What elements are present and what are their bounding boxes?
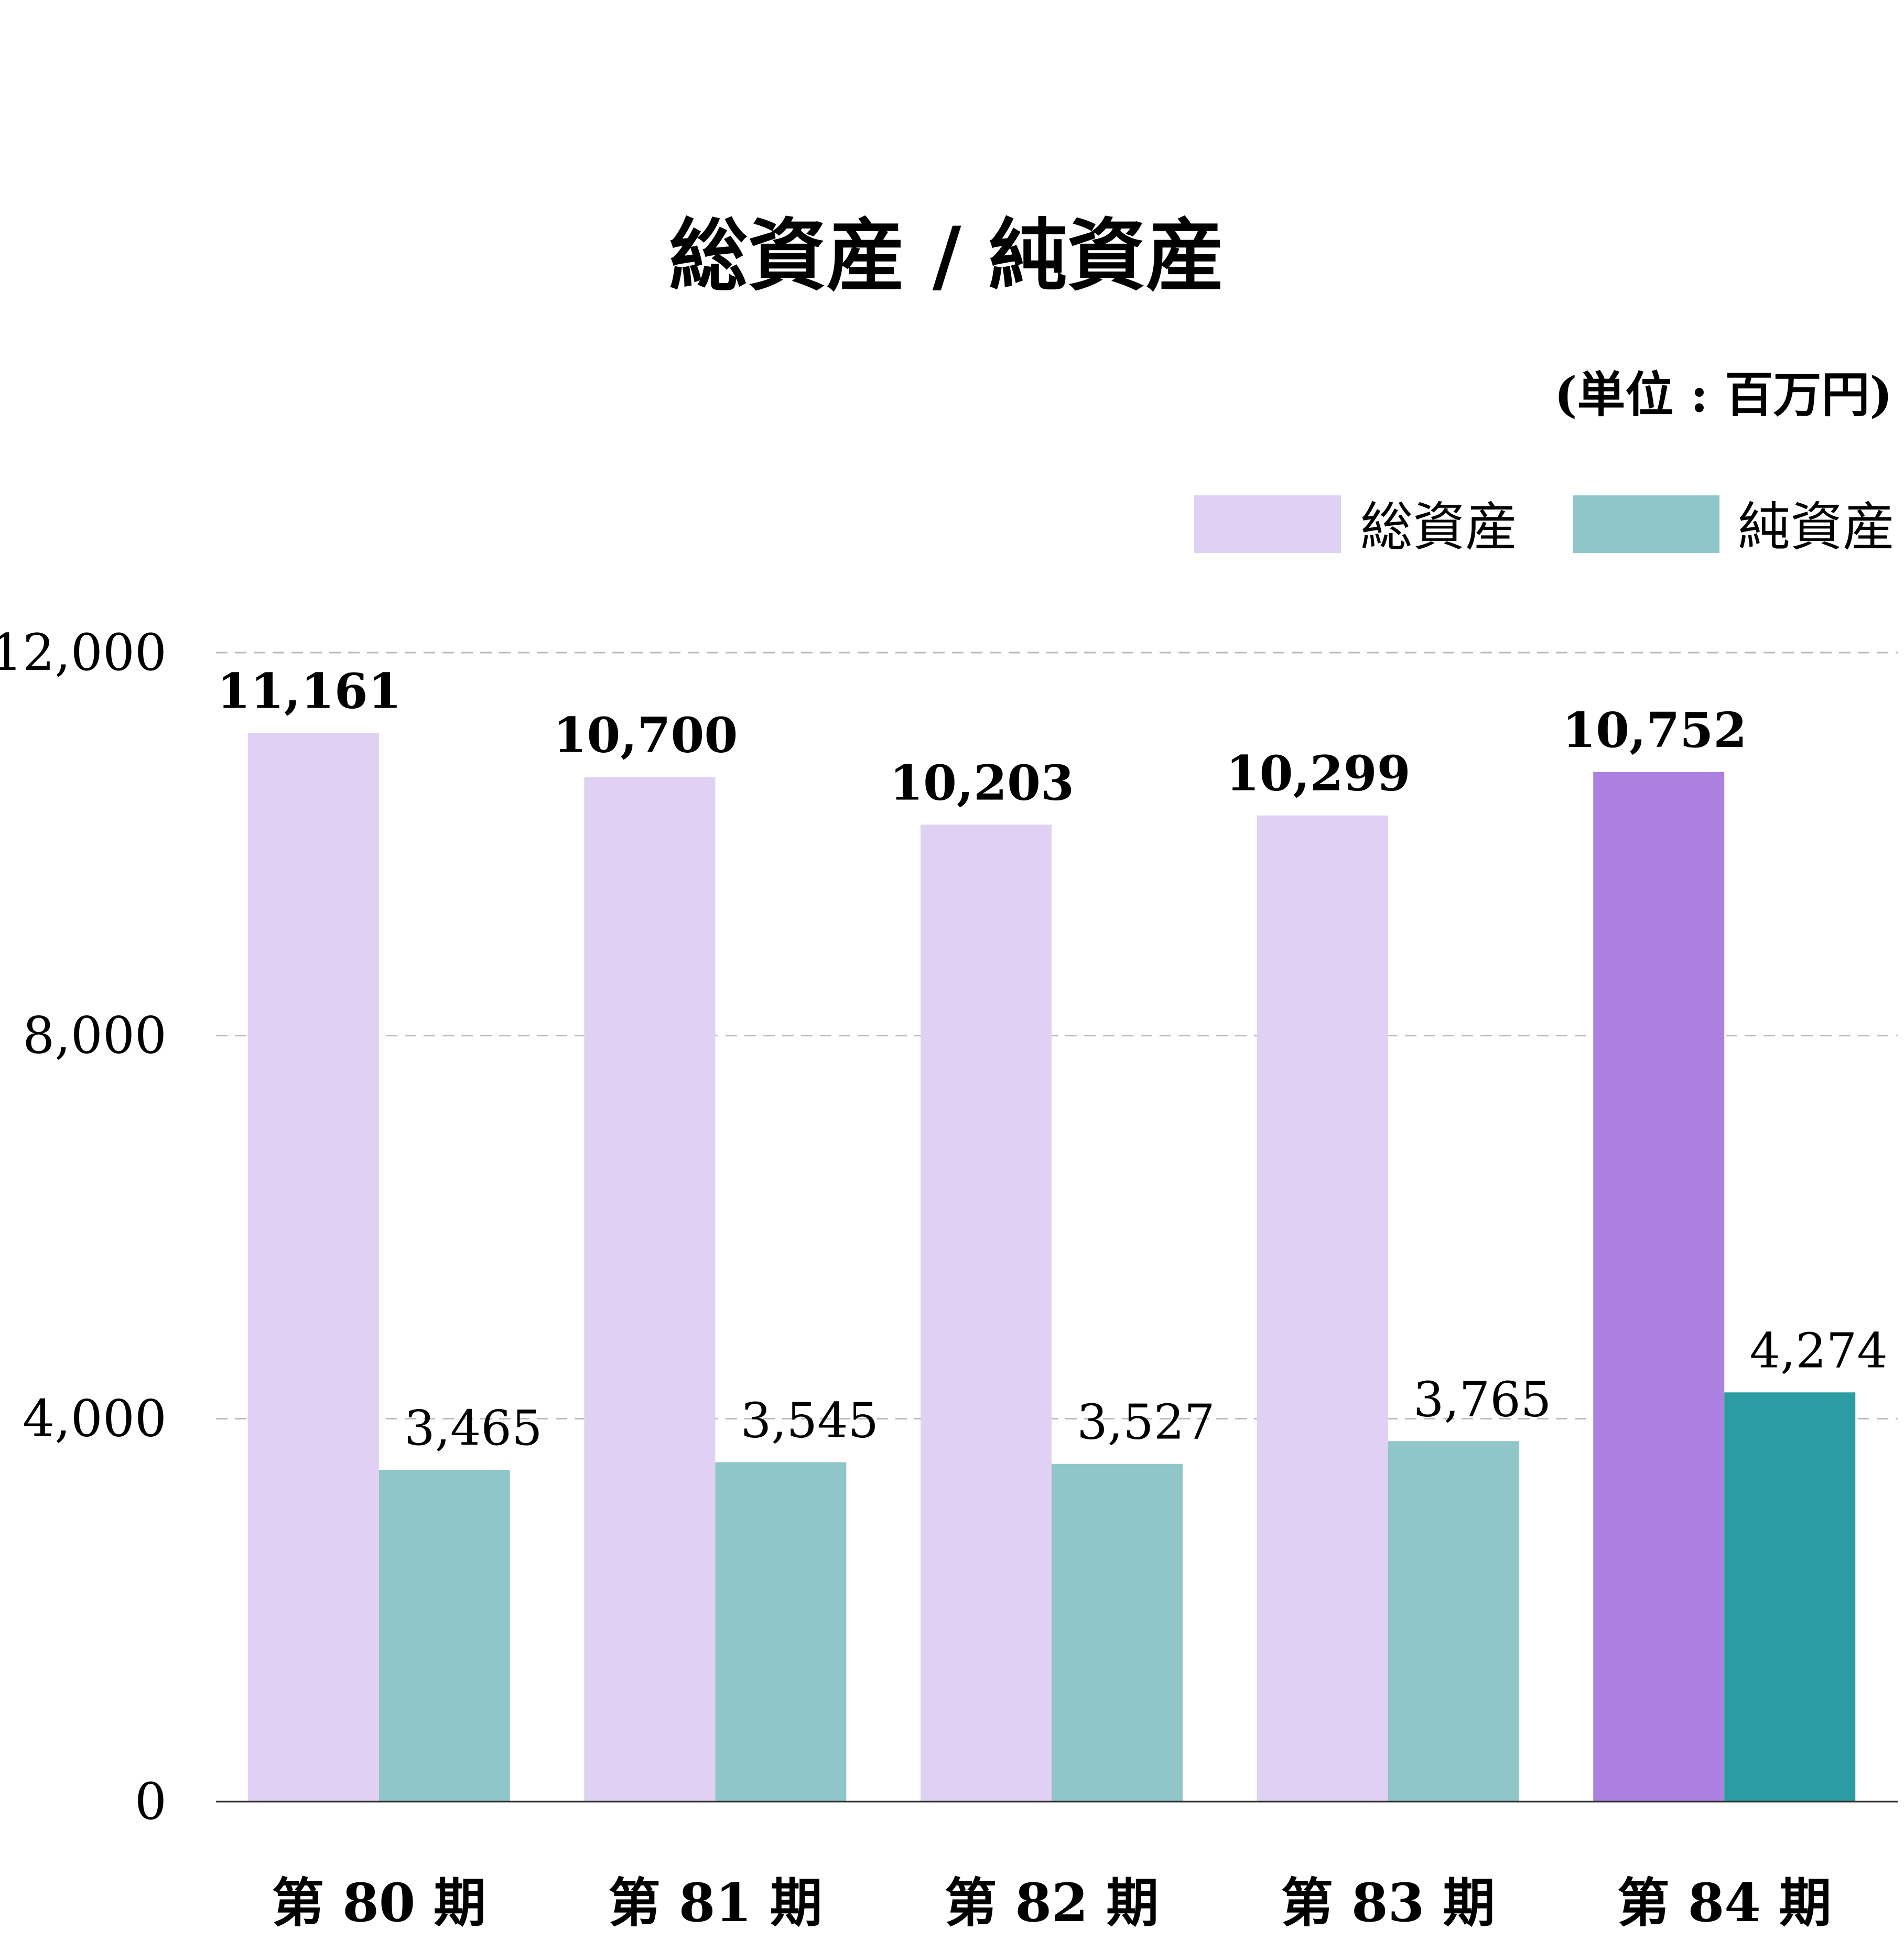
x-tick-label: 第 84 期 [1617,1872,1832,1934]
bar-total-assets [921,825,1052,1802]
legend-swatch-total-assets [1194,495,1341,553]
value-label-net-assets: 3,765 [1413,1371,1551,1427]
legend-label-total-assets: 総資産 [1360,496,1518,558]
value-label-net-assets: 3,545 [741,1392,879,1448]
value-label-total-assets: 10,203 [890,754,1074,811]
bar-net-assets [1052,1464,1183,1802]
y-axis: 0 4,000 8,000 12,000 [0,623,167,1831]
bar-total-assets [1593,772,1725,1802]
x-axis: 第 80 期 第 81 期 第 82 期 第 83 期 第 84 期 [272,1872,1831,1934]
bar-net-assets [1724,1392,1856,1802]
y-tick-label: 4,000 [23,1389,167,1448]
y-tick-label: 0 [135,1772,167,1831]
bar-total-assets [247,733,379,1802]
bar-net-assets [715,1462,847,1802]
value-label-net-assets: 3,527 [1077,1394,1215,1450]
x-tick-label: 第 83 期 [1281,1872,1495,1934]
x-tick-label: 第 82 期 [945,1872,1159,1934]
value-label-total-assets: 11,161 [217,663,402,719]
value-label-net-assets: 3,465 [404,1400,542,1456]
x-tick-label: 第 80 期 [272,1872,486,1934]
chart-title: 総資産 / 純資産 [669,210,1224,302]
y-tick-label: 8,000 [23,1006,167,1065]
value-label-total-assets: 10,700 [553,707,738,763]
bar-total-assets [584,777,716,1802]
value-label-net-assets: 4,274 [1750,1323,1888,1379]
legend-label-net-assets: 純資産 [1738,496,1895,558]
bar-total-assets [1257,815,1388,1802]
value-label-total-assets: 10,299 [1226,745,1411,802]
value-labels: 11,161 3,465 10,700 3,545 10,203 3,527 10,299 3… [217,663,1888,1456]
x-tick-label: 第 81 期 [608,1872,823,1934]
bars [247,733,1856,1802]
y-tick-label: 12,000 [0,623,167,682]
legend-swatch-net-assets [1573,495,1719,553]
legend: 総資産 純資産 [1194,495,1895,558]
bar-net-assets [378,1470,510,1802]
value-label-total-assets: 10,752 [1562,702,1747,758]
unit-label: (単位 : 百万円) [1554,366,1892,423]
bar-net-assets [1388,1441,1519,1802]
